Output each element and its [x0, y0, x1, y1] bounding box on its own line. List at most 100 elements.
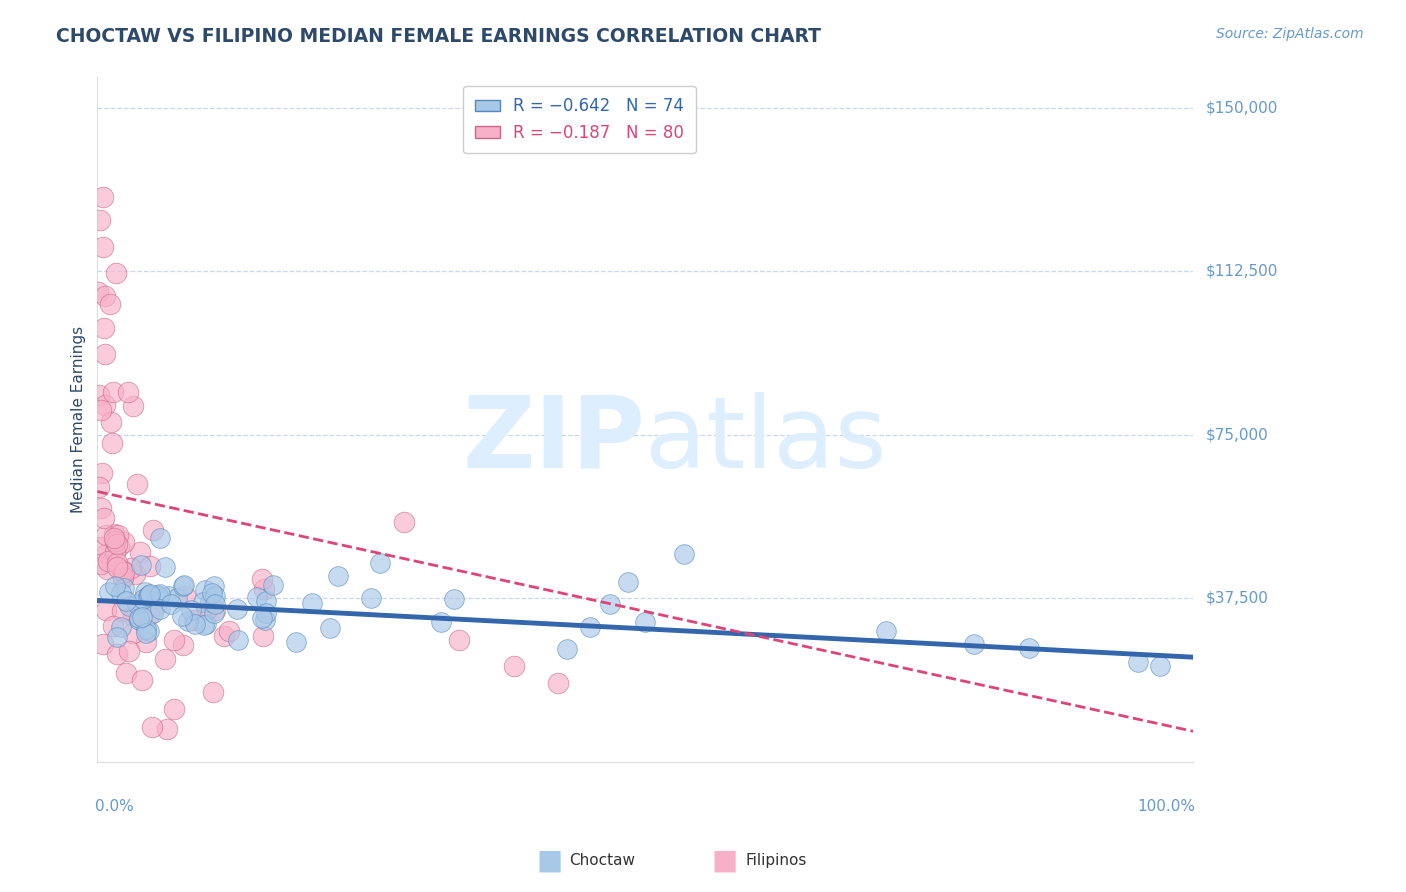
Point: [125, 597, 148, 611]
Point: [201, 586, 224, 600]
Point: [149, 531, 172, 545]
Point: [156, 723, 179, 737]
Point: [96, 547, 118, 561]
Text: Filipinos: Filipinos: [745, 854, 807, 868]
Point: [202, 580, 225, 594]
Point: [138, 587, 160, 601]
Point: [153, 652, 176, 666]
Point: [120, 561, 142, 575]
Point: [146, 589, 169, 603]
Point: [319, 621, 342, 635]
Point: [301, 596, 323, 610]
Point: [90, 500, 112, 515]
Point: [131, 673, 153, 688]
Point: [135, 622, 157, 636]
Point: [129, 558, 152, 572]
Point: [105, 556, 128, 570]
Point: [105, 559, 128, 574]
Point: [89, 540, 111, 554]
Point: [98, 297, 121, 311]
Point: [202, 685, 225, 699]
Point: [360, 591, 382, 605]
Text: $150,000: $150,000: [1206, 101, 1278, 115]
Point: [128, 545, 150, 559]
Point: [87, 285, 110, 299]
Point: [121, 609, 143, 624]
Point: [262, 578, 284, 592]
Point: [875, 624, 897, 638]
Point: [107, 539, 129, 553]
Point: [125, 477, 148, 491]
Point: [194, 616, 217, 631]
Point: [1149, 659, 1171, 673]
Point: [91, 240, 114, 254]
Point: [184, 616, 207, 631]
Point: [93, 321, 115, 335]
Point: [254, 606, 277, 620]
Point: [103, 527, 125, 541]
Text: ■: ■: [536, 847, 562, 875]
Point: [145, 588, 167, 602]
Point: [370, 556, 392, 570]
Point: [183, 614, 205, 628]
Point: [172, 579, 194, 593]
Text: Choctaw: Choctaw: [569, 854, 636, 868]
Point: [193, 582, 215, 597]
Point: [555, 642, 578, 657]
Point: [172, 638, 194, 652]
Point: [105, 648, 128, 662]
Point: [634, 615, 657, 630]
Point: [204, 589, 226, 603]
Point: [115, 665, 138, 680]
Point: [502, 659, 524, 673]
Point: [141, 720, 163, 734]
Point: [103, 579, 125, 593]
Point: [246, 590, 269, 604]
Text: ZIP: ZIP: [463, 392, 645, 489]
Point: [124, 566, 146, 581]
Point: [579, 620, 602, 634]
Point: [128, 611, 150, 625]
Point: [111, 604, 134, 618]
Text: 100.0%: 100.0%: [1137, 799, 1195, 814]
Point: [96, 603, 118, 617]
Point: [91, 466, 114, 480]
Point: [166, 591, 188, 606]
Point: [101, 619, 124, 633]
Point: [103, 531, 125, 545]
Point: [128, 613, 150, 627]
Text: atlas: atlas: [645, 392, 887, 489]
Point: [112, 570, 135, 584]
Point: [135, 626, 157, 640]
Point: [94, 289, 117, 303]
Point: [114, 565, 136, 579]
Point: [112, 581, 135, 595]
Text: CHOCTAW VS FILIPINO MEDIAN FEMALE EARNINGS CORRELATION CHART: CHOCTAW VS FILIPINO MEDIAN FEMALE EARNIN…: [56, 27, 821, 45]
Point: [94, 347, 117, 361]
Point: [90, 557, 112, 571]
Point: [163, 702, 186, 716]
Point: [117, 384, 139, 399]
Point: [285, 635, 308, 649]
Point: [160, 597, 183, 611]
Point: [176, 614, 198, 628]
Point: [163, 633, 186, 648]
Point: [153, 560, 176, 574]
Point: [107, 536, 129, 550]
Point: [90, 402, 112, 417]
Point: [122, 626, 145, 640]
Point: [110, 586, 132, 600]
Point: [118, 599, 141, 614]
Text: $37,500: $37,500: [1206, 591, 1270, 606]
Point: [101, 384, 124, 399]
Point: [138, 608, 160, 623]
Point: [105, 631, 128, 645]
Point: [138, 588, 160, 602]
Point: [121, 399, 143, 413]
Point: [195, 602, 218, 616]
Point: [447, 632, 470, 647]
Point: [202, 607, 225, 621]
Point: [96, 561, 118, 575]
Point: [111, 570, 134, 584]
Point: [198, 595, 221, 609]
